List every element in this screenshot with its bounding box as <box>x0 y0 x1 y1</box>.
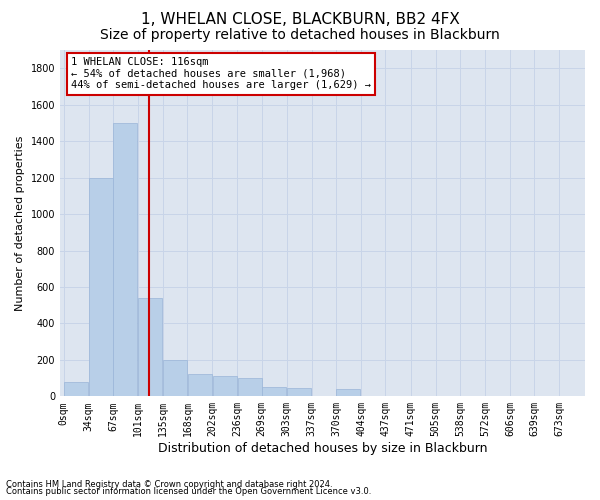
Bar <box>336 389 361 396</box>
Bar <box>138 298 162 396</box>
Bar <box>64 382 88 396</box>
Bar <box>262 387 286 396</box>
Text: Contains public sector information licensed under the Open Government Licence v3: Contains public sector information licen… <box>6 487 371 496</box>
Bar <box>163 360 187 397</box>
Bar <box>287 388 311 396</box>
Text: Size of property relative to detached houses in Blackburn: Size of property relative to detached ho… <box>100 28 500 42</box>
Text: 1 WHELAN CLOSE: 116sqm
← 54% of detached houses are smaller (1,968)
44% of semi-: 1 WHELAN CLOSE: 116sqm ← 54% of detached… <box>71 58 371 90</box>
Bar <box>238 378 262 396</box>
Bar <box>89 178 113 396</box>
Text: Contains HM Land Registry data © Crown copyright and database right 2024.: Contains HM Land Registry data © Crown c… <box>6 480 332 489</box>
Bar <box>113 123 137 396</box>
X-axis label: Distribution of detached houses by size in Blackburn: Distribution of detached houses by size … <box>158 442 487 455</box>
Y-axis label: Number of detached properties: Number of detached properties <box>15 136 25 311</box>
Text: 1, WHELAN CLOSE, BLACKBURN, BB2 4FX: 1, WHELAN CLOSE, BLACKBURN, BB2 4FX <box>140 12 460 28</box>
Bar <box>188 374 212 396</box>
Bar <box>212 376 236 396</box>
